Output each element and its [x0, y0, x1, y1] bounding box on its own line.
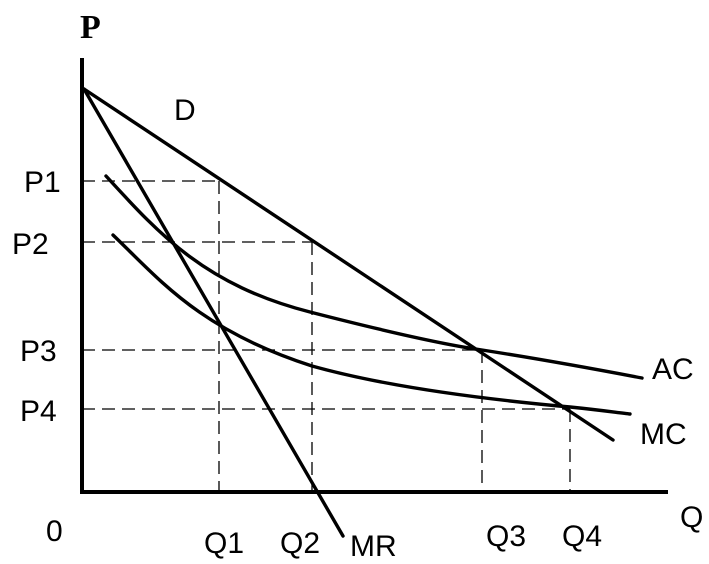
quantity-label-q3: Q3 — [486, 520, 526, 553]
average-cost-curve — [104, 174, 644, 380]
demand-label: D — [174, 94, 196, 127]
marginal-cost-curve — [111, 233, 632, 416]
marginal-revenue-label: MR — [350, 530, 397, 563]
demand-curve — [82, 87, 615, 442]
origin-label: 0 — [46, 515, 63, 548]
price-label-p4: P4 — [20, 395, 57, 428]
marginal-cost-label: MC — [640, 418, 687, 451]
marginal-revenue-curve — [82, 87, 345, 538]
quantity-label-q1: Q1 — [204, 527, 244, 560]
average-cost-label: AC — [652, 353, 694, 386]
y-axis-label: P — [80, 9, 101, 46]
x-axis-label: Q — [680, 501, 703, 534]
guide-lines — [82, 180, 571, 492]
price-label-p3: P3 — [20, 335, 57, 368]
quantity-label-q4: Q4 — [562, 520, 602, 553]
quantity-label-q2: Q2 — [280, 527, 320, 560]
price-label-p1: P1 — [24, 166, 61, 199]
price-label-p2: P2 — [12, 228, 49, 261]
